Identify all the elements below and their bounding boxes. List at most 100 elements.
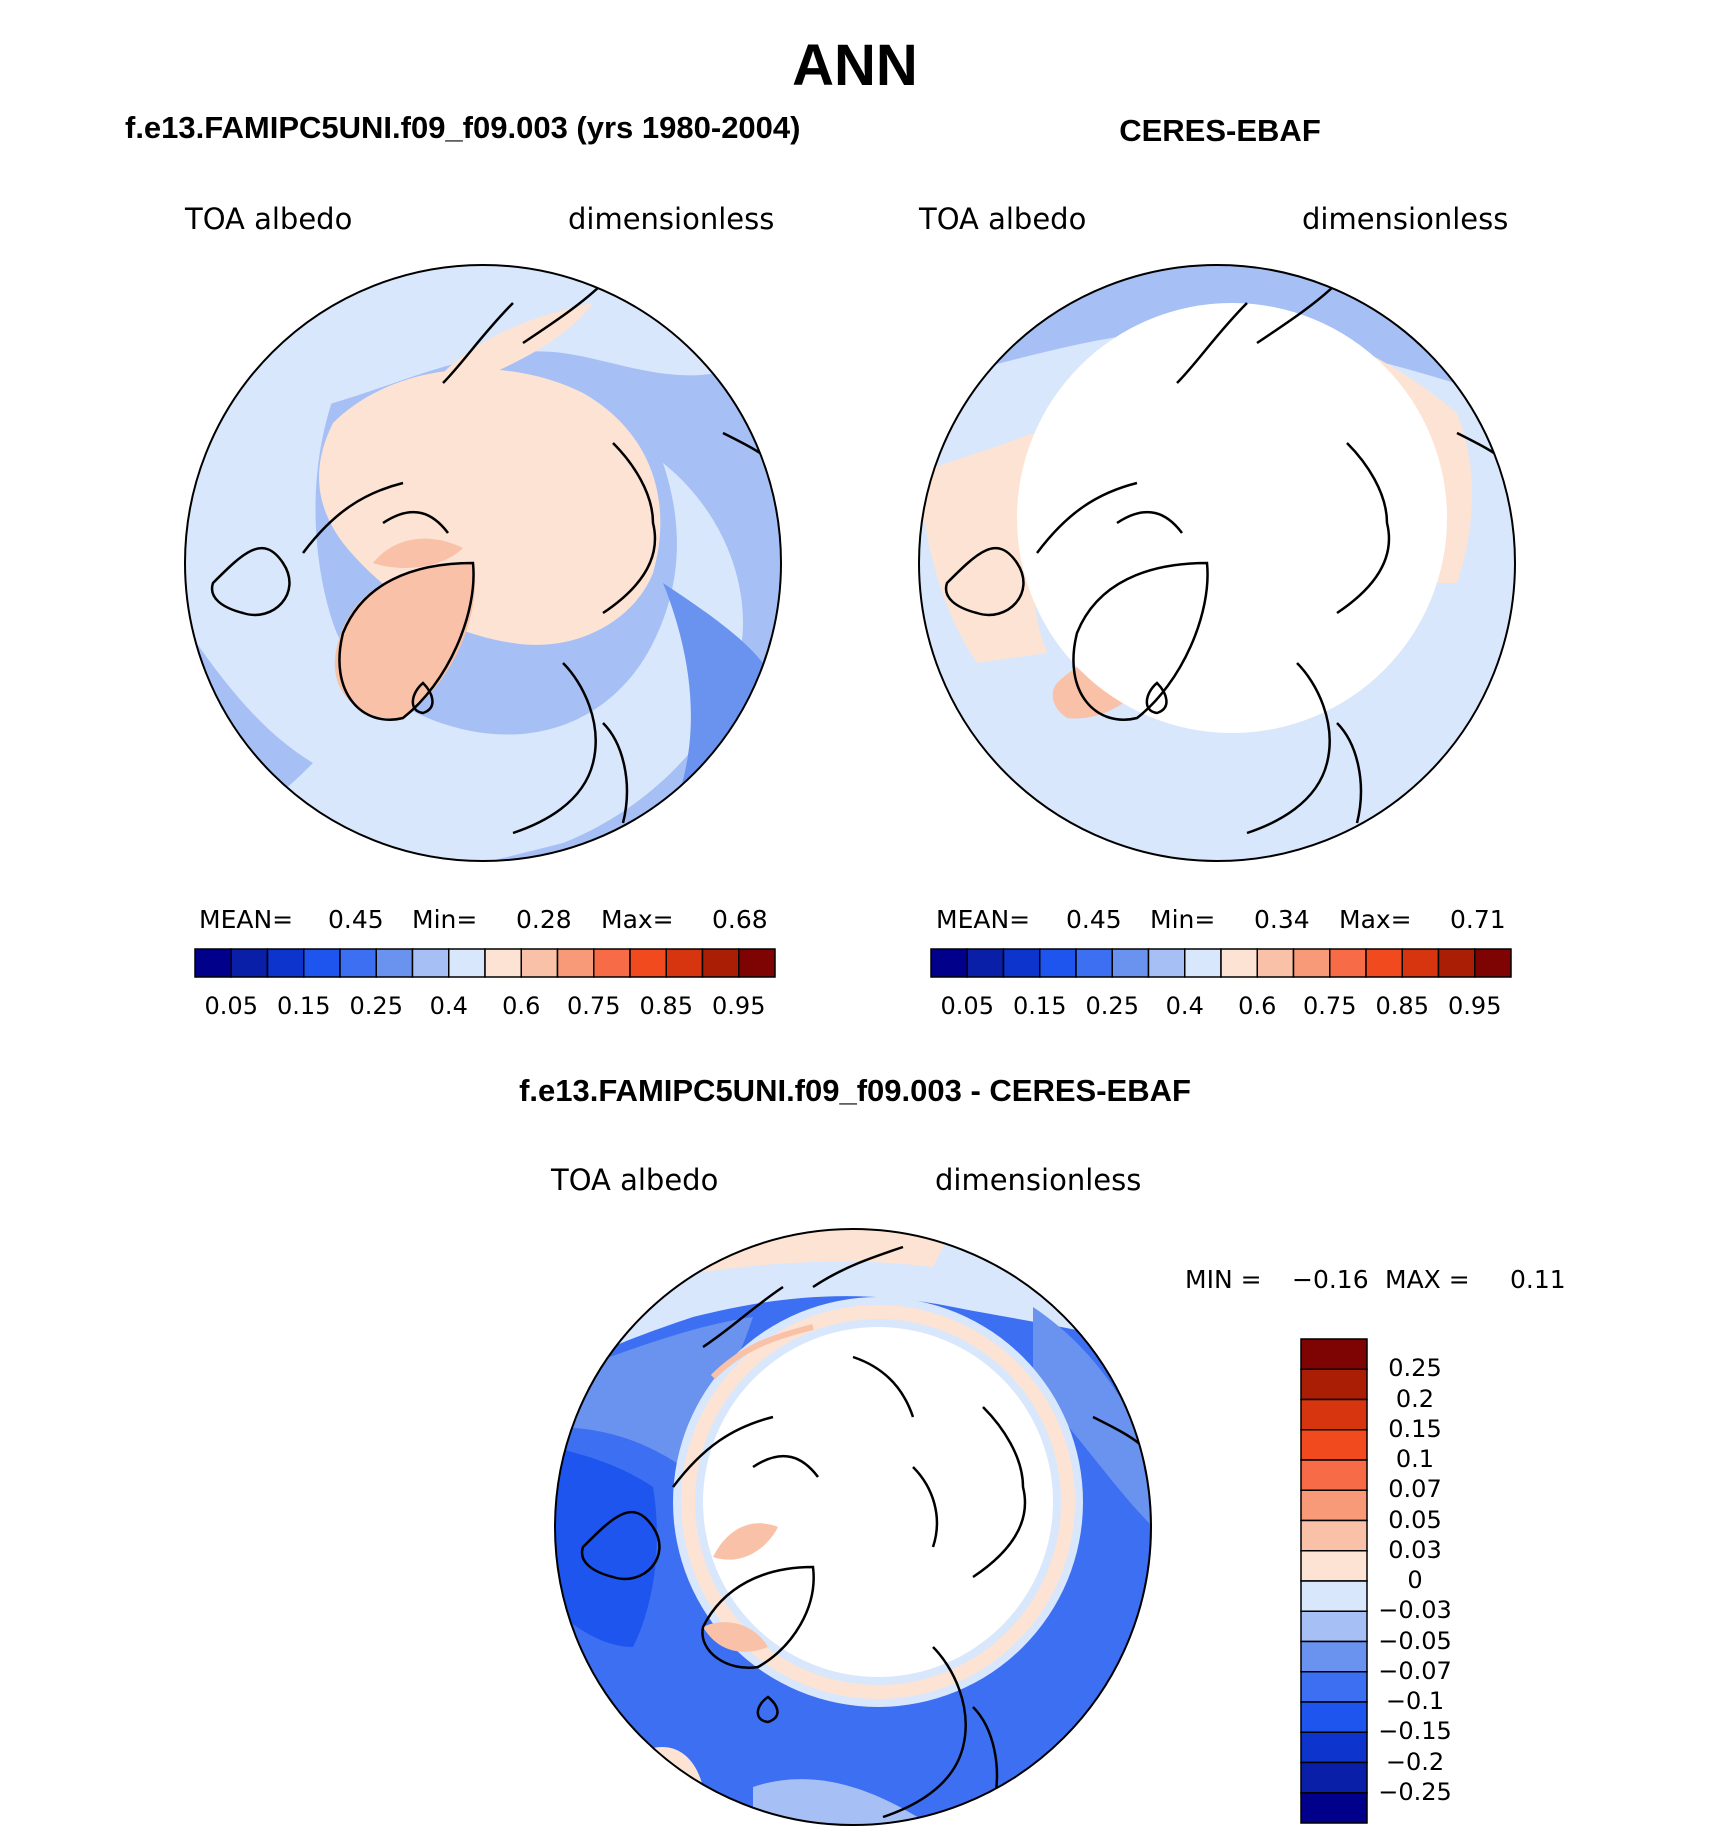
panel2-max-value: 0.71	[1450, 905, 1506, 934]
colorbar-tick-label: 0.6	[502, 992, 541, 1020]
panel2-mean-label: MEAN=	[936, 905, 1031, 934]
panel2-max-label: Max=	[1339, 905, 1412, 934]
colorbar-swatch	[1300, 1459, 1368, 1491]
colorbar-tick-label: −0.07	[1378, 1656, 1452, 1685]
colorbar-tick-label: −0.03	[1378, 1596, 1452, 1625]
panel1-polar-map	[184, 264, 782, 862]
colorbar-swatch	[556, 948, 595, 978]
colorbar-swatch	[930, 948, 968, 978]
colorbar-swatch	[1437, 948, 1476, 978]
colorbar-swatch	[1220, 948, 1258, 978]
panel1-mean-value: 0.45	[328, 905, 384, 934]
diff-units-label: dimensionless	[935, 1163, 1142, 1197]
colorbar-swatch	[1474, 948, 1512, 978]
panel1-max-label: Max=	[601, 905, 674, 934]
colorbar-swatch	[1300, 1792, 1368, 1824]
colorbar-tick-label: −0.15	[1378, 1717, 1452, 1746]
colorbar-tick-label: 0.05	[940, 992, 994, 1020]
panel1-variable-label: TOA albedo	[185, 202, 353, 236]
colorbar-tick-label: 0.4	[429, 992, 468, 1020]
panel1-mean-label: MEAN=	[199, 905, 294, 934]
colorbar-swatch	[266, 948, 305, 978]
panel2-min-label: Min=	[1150, 905, 1216, 934]
colorbar-swatch	[230, 948, 269, 978]
diff-min-label: MIN =	[1185, 1265, 1262, 1294]
colorbar-tick-label: 0.85	[639, 992, 693, 1020]
colorbar-tick-label: 0.05	[204, 992, 258, 1020]
colorbar-swatch	[1401, 948, 1440, 978]
colorbar-swatch	[1300, 1398, 1368, 1431]
colorbar-tick-label: 0.75	[1303, 992, 1357, 1020]
colorbar-swatch	[194, 948, 232, 978]
colorbar-swatch	[1300, 1671, 1368, 1703]
colorbar-tick-label: −0.1	[1385, 1687, 1445, 1715]
colorbar-swatch	[1039, 948, 1077, 978]
colorbar-swatch	[1075, 948, 1113, 978]
colorbar-swatch	[1300, 1519, 1368, 1552]
diff-variable-label: TOA albedo	[551, 1163, 719, 1197]
diff-max-label: MAX =	[1385, 1265, 1470, 1294]
colorbar-swatch	[1300, 1489, 1368, 1522]
colorbar-tick-label: 0.15	[1388, 1414, 1442, 1443]
colorbar-swatch	[1300, 1338, 1368, 1370]
panel2-polar-map	[918, 264, 1516, 862]
colorbar-tick-label: −0.2	[1385, 1747, 1445, 1776]
diff-polar-map	[554, 1228, 1152, 1826]
colorbar-tick-label: 0.25	[1085, 992, 1139, 1020]
colorbar-swatch	[1365, 948, 1403, 978]
panel1-units-label: dimensionless	[568, 202, 775, 236]
colorbar-swatch	[339, 948, 377, 978]
panel1-max-value: 0.68	[712, 905, 768, 934]
colorbar-swatch	[1300, 1610, 1368, 1643]
colorbar-swatch	[1300, 1761, 1368, 1794]
colorbar-swatch	[593, 948, 631, 978]
colorbar-swatch	[1111, 948, 1150, 978]
colorbar-swatch	[1184, 948, 1222, 978]
colorbar-swatch	[1329, 948, 1367, 978]
colorbar-swatch	[1300, 1701, 1368, 1733]
panel2-title: CERES-EBAF	[1119, 113, 1321, 148]
figure-title: ANN	[792, 33, 918, 98]
colorbar-swatch	[448, 948, 486, 978]
colorbar-swatch	[1002, 948, 1041, 978]
colorbar-swatch	[484, 948, 522, 978]
colorbar-swatch	[1256, 948, 1295, 978]
panel2-mean-value: 0.45	[1066, 905, 1122, 934]
colorbar-tick-label: −0.05	[1378, 1626, 1452, 1655]
panel2-units-label: dimensionless	[1302, 202, 1509, 236]
panel1-min-value: 0.28	[516, 905, 572, 934]
colorbar-tick-label: 0.1	[1395, 1445, 1435, 1473]
panel1-colorbar	[194, 948, 776, 978]
colorbar-swatch	[1147, 948, 1186, 978]
colorbar-swatch	[1300, 1368, 1368, 1401]
colorbar-swatch	[1300, 1731, 1368, 1764]
colorbar-tick-label: 0.75	[567, 992, 621, 1020]
colorbar-swatch	[1300, 1640, 1368, 1673]
colorbar-swatch	[738, 948, 776, 978]
colorbar-swatch	[1300, 1550, 1368, 1582]
colorbar-tick-label: 0.03	[1388, 1535, 1442, 1564]
colorbar-swatch	[303, 948, 341, 978]
colorbar-swatch	[665, 948, 704, 978]
colorbar-swatch	[966, 948, 1005, 978]
colorbar-tick-label: 0.4	[1165, 992, 1204, 1020]
colorbar-tick-label: 0.6	[1238, 992, 1277, 1020]
colorbar-tick-label: 0.95	[712, 992, 766, 1020]
diff-max-value: 0.11	[1510, 1265, 1566, 1294]
diff-min-value: −0.16	[1292, 1265, 1369, 1294]
colorbar-tick-label: 0.25	[349, 992, 403, 1020]
colorbar-tick-label: 0.25	[1388, 1354, 1442, 1383]
colorbar-tick-label: 0.15	[277, 992, 331, 1020]
colorbar-tick-label: 0.07	[1388, 1475, 1442, 1504]
colorbar-swatch	[701, 948, 740, 978]
colorbar-tick-label: 0.95	[1448, 992, 1502, 1020]
colorbar-swatch	[1292, 948, 1331, 978]
panel2-variable-label: TOA albedo	[919, 202, 1087, 236]
colorbar-tick-label: 0.05	[1388, 1505, 1442, 1534]
colorbar-swatch	[375, 948, 414, 978]
panel1-title: f.e13.FAMIPC5UNI.f09_f09.003 (yrs 1980-2…	[125, 110, 801, 145]
colorbar-swatch	[1300, 1580, 1368, 1612]
colorbar-swatch	[629, 948, 667, 978]
colorbar-swatch	[411, 948, 450, 978]
colorbar-tick-label: 0	[1407, 1566, 1423, 1594]
